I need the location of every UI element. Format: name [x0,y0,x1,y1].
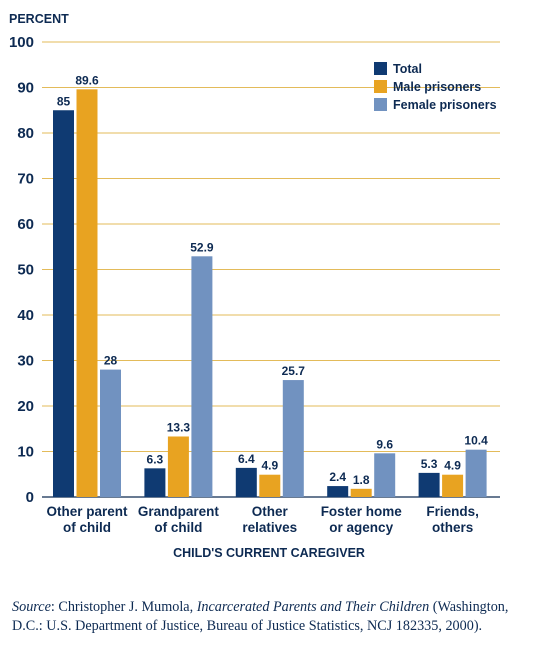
value-labels: 85 89.6 28 6.3 13.3 52.9 6.4 4.9 25.7 2.4 1.8 9.6 5.… [57,73,488,486]
data-label: 2.4 [329,470,346,484]
source-author: : Christopher J. Mumola, [50,599,197,615]
y-tick-labels: 0 10 20 30 40 50 60 70 80 90 100 [9,34,34,506]
bars [53,89,487,497]
category-label: of child [154,520,202,535]
data-label: 4.9 [261,459,278,473]
category-label: Friends, [426,504,479,519]
data-label: 6.4 [238,452,255,466]
data-label: 1.8 [353,473,370,487]
bar [350,488,372,497]
bar-chart: PERCENT 0 10 20 30 40 50 60 70 80 90 100 85 89.6 28 6… [9,12,500,560]
bar [327,486,349,497]
bar [76,89,98,497]
source-label: Source [12,599,51,615]
legend-swatch [374,98,387,111]
legend-label: Total [393,62,422,76]
legend: Total Male prisoners Female prisoners [374,62,497,112]
category-label: others [432,520,473,535]
bar [442,474,464,497]
y-tick-label: 0 [26,489,34,506]
data-label: 85 [57,94,71,108]
data-label: 4.9 [444,459,461,473]
data-label: 25.7 [282,364,306,378]
data-label: 52.9 [190,240,214,254]
data-label: 5.3 [421,457,438,471]
bar [144,468,166,497]
data-label: 9.6 [376,437,393,451]
source-details: (Washington, D.C.: U.S. Department of Ju… [12,599,509,634]
legend-swatch [374,80,387,93]
bar [259,474,281,497]
category-label: or agency [329,520,393,535]
category-label: Other [252,504,289,519]
y-tick-label: 60 [17,216,34,233]
y-tick-label: 30 [17,353,34,370]
data-label: 6.3 [147,452,164,466]
y-tick-label: 90 [17,80,34,97]
data-label: 89.6 [75,73,99,87]
data-label: 10.4 [464,434,488,448]
data-label: 28 [104,354,118,368]
bar [418,472,440,497]
source-note: Source: Christopher J. Mumola, Incarcera… [12,598,527,636]
y-tick-label: 100 [9,34,34,51]
legend-label: Female prisoners [393,98,497,112]
bar [235,467,257,497]
category-label: relatives [242,520,297,535]
bar [191,256,213,497]
x-axis-title: CHILD'S CURRENT CAREGIVER [173,546,365,560]
bar [167,436,189,497]
bar [53,110,74,497]
bar [374,453,396,497]
y-tick-label: 40 [17,307,34,324]
bar [465,449,487,497]
bar [100,369,121,497]
y-tick-label: 70 [17,171,34,188]
data-label: 13.3 [167,420,191,434]
category-label: Foster home [321,504,403,519]
y-axis-title: PERCENT [9,12,69,26]
y-tick-label: 80 [17,125,34,142]
bar [282,380,304,497]
y-tick-label: 10 [17,444,34,461]
legend-label: Male prisoners [393,80,481,94]
source-title: Incarcerated Parents and Their Children [196,599,430,615]
category-label: of child [63,520,111,535]
category-label: Grandparent [138,504,220,519]
legend-swatch [374,62,387,75]
category-label: Other parent [46,504,128,519]
y-tick-label: 50 [17,262,34,279]
y-tick-label: 20 [17,398,34,415]
